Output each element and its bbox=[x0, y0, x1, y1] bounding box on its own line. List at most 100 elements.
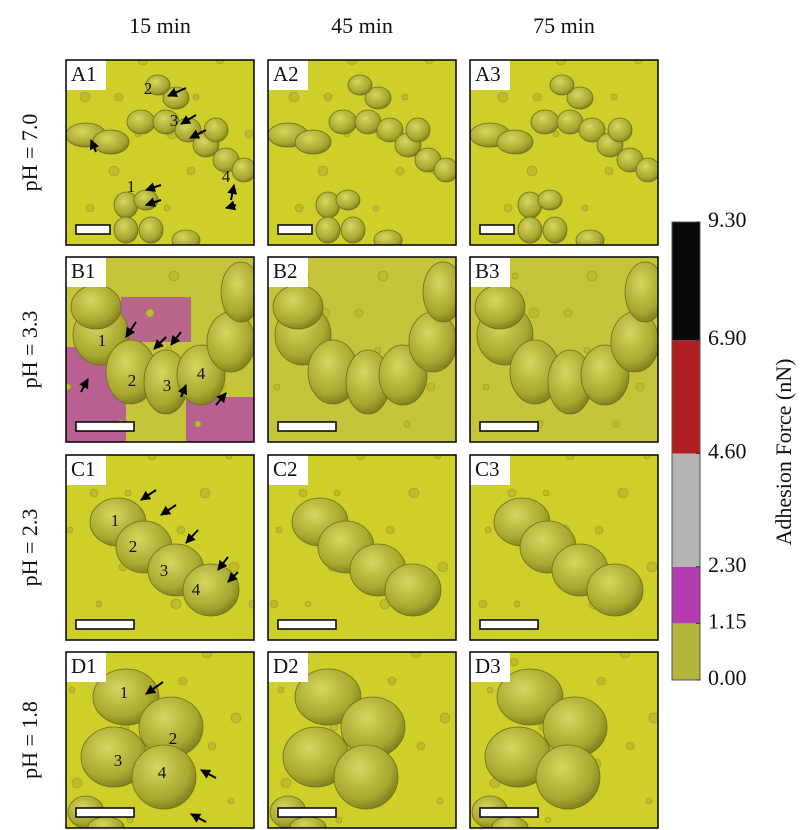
cell bbox=[348, 75, 372, 95]
panel-content: D3 bbox=[470, 648, 659, 830]
cell bbox=[518, 217, 542, 243]
cell bbox=[336, 190, 360, 210]
panel-label: B1 bbox=[71, 259, 96, 283]
particle bbox=[334, 490, 340, 496]
panel-label: A3 bbox=[475, 62, 501, 86]
cell bbox=[134, 190, 158, 210]
particle bbox=[582, 205, 588, 211]
scale-bar bbox=[480, 225, 514, 234]
scale-bar bbox=[278, 225, 312, 234]
scale-bar bbox=[76, 620, 134, 629]
particle bbox=[336, 817, 342, 823]
particle bbox=[274, 384, 280, 390]
cell bbox=[409, 312, 457, 372]
particle bbox=[171, 599, 181, 609]
cell bbox=[608, 118, 632, 142]
cell bbox=[543, 217, 567, 243]
particle bbox=[187, 167, 195, 175]
cell bbox=[232, 158, 256, 182]
particle bbox=[427, 383, 435, 391]
particle bbox=[504, 204, 512, 212]
particle bbox=[245, 130, 253, 138]
colorbar-segment bbox=[672, 222, 700, 340]
particle bbox=[195, 421, 201, 427]
particle bbox=[270, 600, 278, 608]
cell bbox=[576, 230, 604, 250]
cell bbox=[497, 130, 533, 154]
cell bbox=[316, 217, 340, 243]
cell bbox=[550, 75, 574, 95]
panel-content: 1234D1 bbox=[66, 648, 254, 830]
particle bbox=[595, 526, 603, 534]
particle bbox=[289, 92, 299, 102]
particle bbox=[386, 526, 394, 534]
cell bbox=[71, 285, 121, 329]
cell-number: 4 bbox=[192, 580, 201, 599]
particle bbox=[435, 453, 441, 459]
particle bbox=[109, 166, 119, 176]
particle bbox=[404, 421, 410, 427]
panel-label: C3 bbox=[475, 457, 500, 481]
colorbar-tick-label: 0.00 bbox=[708, 665, 747, 690]
cell bbox=[295, 130, 331, 154]
colorbar-tick-label: 4.60 bbox=[708, 439, 747, 464]
afm-panel: D2 bbox=[268, 648, 456, 830]
particle bbox=[148, 452, 156, 460]
cell bbox=[625, 262, 665, 322]
particle bbox=[437, 798, 443, 804]
scale-bar bbox=[480, 422, 538, 431]
particle bbox=[396, 167, 404, 175]
cell-number: 2 bbox=[144, 79, 153, 98]
particle bbox=[508, 489, 516, 497]
particle bbox=[510, 658, 518, 666]
particle bbox=[295, 204, 303, 212]
particle bbox=[514, 601, 520, 607]
afm-panel: D3 bbox=[470, 648, 659, 830]
particle bbox=[202, 648, 212, 658]
particle bbox=[357, 452, 365, 460]
panel-label: B3 bbox=[475, 259, 500, 283]
scale-bar bbox=[76, 808, 134, 817]
cell bbox=[536, 745, 600, 809]
panel-label: A1 bbox=[71, 62, 97, 86]
particle bbox=[193, 94, 199, 100]
colorbar-label: Adhesion Force (nN) bbox=[771, 359, 796, 546]
panel-content: B3 bbox=[470, 257, 665, 442]
colorbar-segment bbox=[672, 453, 700, 566]
cell-number: 3 bbox=[114, 751, 123, 770]
cell bbox=[374, 230, 402, 250]
column-header: 45 min bbox=[331, 13, 393, 38]
panel-content: D2 bbox=[268, 648, 456, 830]
panel-content: B2 bbox=[268, 257, 463, 442]
particle bbox=[533, 93, 541, 101]
scale-bar bbox=[76, 225, 110, 234]
particle bbox=[90, 489, 98, 497]
particle bbox=[440, 713, 450, 723]
row-label: pH = 1.8 bbox=[17, 701, 42, 779]
cell bbox=[139, 217, 163, 243]
cell bbox=[273, 285, 323, 329]
particle bbox=[281, 778, 291, 788]
particle bbox=[411, 648, 421, 658]
cell bbox=[127, 110, 155, 134]
particle bbox=[636, 383, 644, 391]
colorbar-segment bbox=[672, 567, 700, 624]
cell-number: 1 bbox=[111, 511, 120, 530]
particle bbox=[127, 817, 133, 823]
particle bbox=[276, 527, 282, 533]
cell bbox=[636, 158, 660, 182]
particle bbox=[355, 309, 363, 317]
particle bbox=[605, 167, 613, 175]
colorbar-tick-label: 6.90 bbox=[708, 325, 747, 350]
particle bbox=[566, 452, 574, 460]
particle bbox=[146, 309, 154, 317]
cell bbox=[93, 130, 129, 154]
particle bbox=[613, 421, 619, 427]
panel-label: B2 bbox=[273, 259, 298, 283]
panel-label: D1 bbox=[71, 654, 97, 678]
cell bbox=[385, 564, 441, 616]
cell-number: 3 bbox=[160, 561, 169, 580]
panel-content: C2 bbox=[268, 452, 456, 640]
afm-panel: C2 bbox=[268, 452, 456, 640]
particle bbox=[373, 205, 379, 211]
